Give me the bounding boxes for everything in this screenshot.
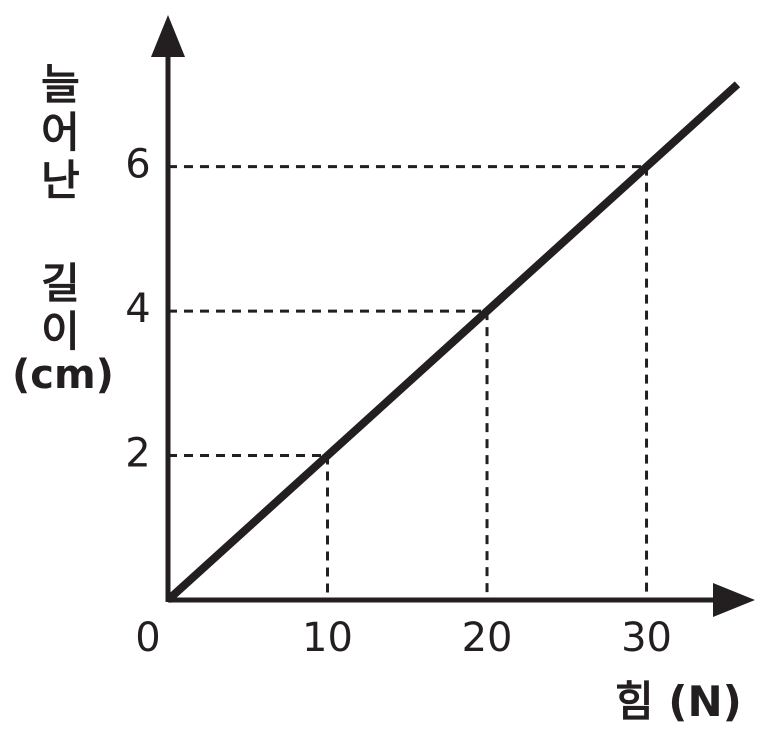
y-tick-label: 2	[125, 431, 150, 477]
x-tick-label: 30	[621, 615, 672, 661]
data-line	[165, 81, 741, 603]
y-tick-label: 6	[125, 142, 150, 188]
x-tick-label: 0	[135, 615, 160, 661]
x-tick-label: 20	[462, 615, 513, 661]
y-axis-unit: (cm)	[12, 352, 114, 398]
x-axis-label: 힘 (N)	[615, 677, 742, 726]
y-axis-arrow	[151, 15, 185, 57]
x-tick-label: 10	[302, 615, 353, 661]
x-axis-arrow	[713, 583, 755, 617]
y-tick-label: 4	[125, 286, 150, 332]
y-axis-label: 늘어난 길이	[33, 62, 82, 357]
